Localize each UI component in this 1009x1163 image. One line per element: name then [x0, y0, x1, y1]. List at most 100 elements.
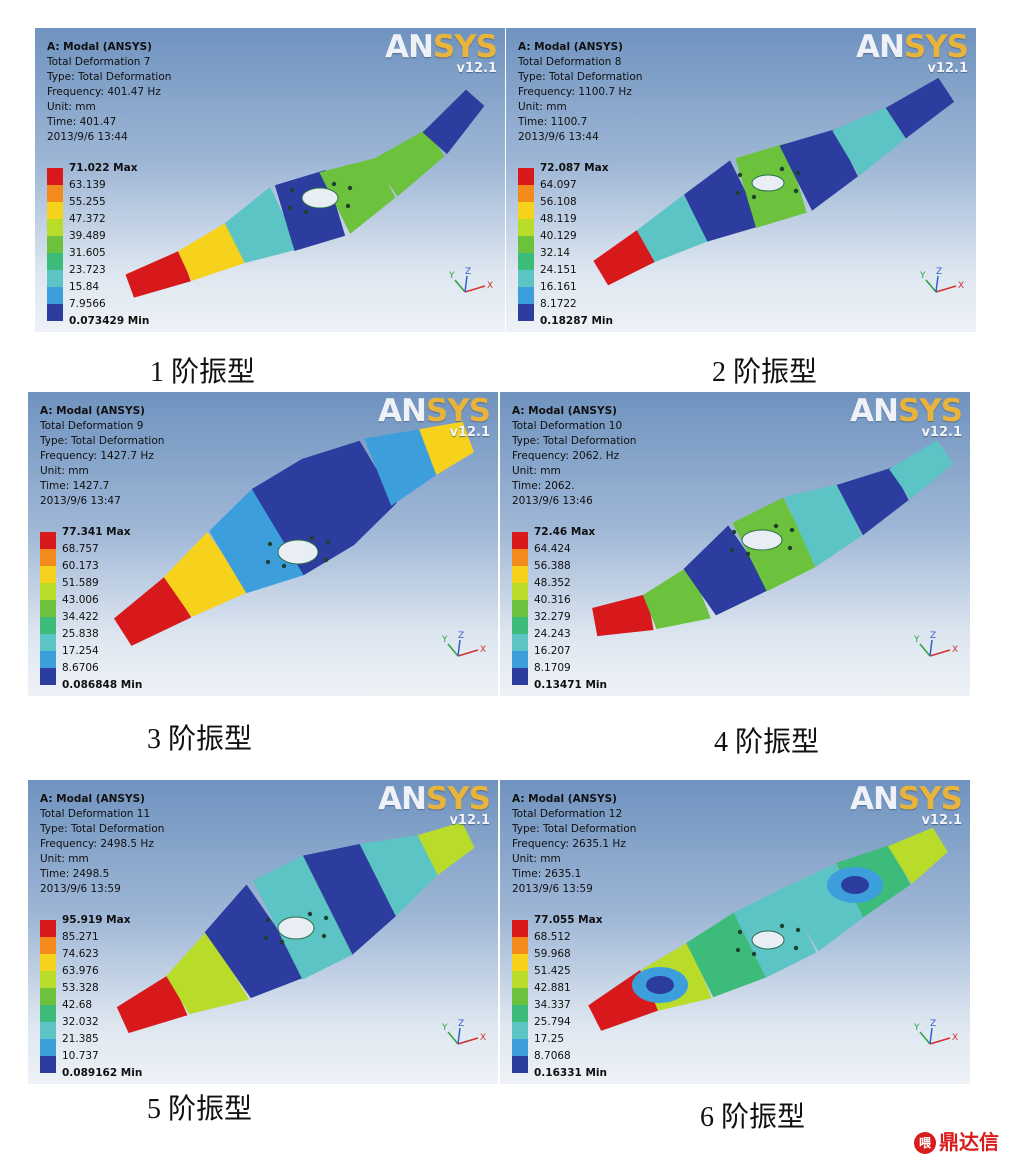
result-info-line: Total Deformation 8 [518, 56, 622, 68]
result-info-line: Unit: mm [512, 853, 561, 865]
legend-value-label: 53.328 [62, 982, 99, 994]
legend-value-label: 39.489 [69, 230, 106, 242]
legend-swatch [40, 583, 56, 600]
mode-shape-panel-6: A: Modal (ANSYS) Total Deformation 12 Type… [500, 780, 970, 1084]
result-info-line: Type: Total Deformation [40, 823, 165, 835]
legend-value-label: 34.337 [534, 999, 571, 1011]
legend-value-label: 32.279 [534, 611, 571, 623]
legend-value-label: 63.139 [69, 179, 106, 191]
mode-shape-caption: 3 阶振型 [147, 724, 253, 755]
version-label: v12.1 [921, 425, 962, 440]
analysis-title: A: Modal (ANSYS) [512, 405, 617, 417]
axis-triad-icon: X Y Z [441, 1019, 486, 1045]
legend-value-label: 32.14 [540, 247, 571, 259]
deformed-model [116, 822, 475, 1034]
deformed-model [114, 421, 474, 646]
legend-min-label: 0.13471 Min [534, 679, 608, 691]
legend-swatch [512, 988, 528, 1005]
legend-value-label: 8.6706 [62, 662, 99, 674]
mode-shape-caption: 4 阶振型 [714, 727, 820, 758]
axis-label-z: Z [936, 267, 942, 277]
result-info-line: Total Deformation 11 [40, 808, 151, 820]
result-info-line: 2013/9/6 13:47 [40, 495, 121, 507]
legend-swatch [47, 202, 63, 219]
legend-swatch [40, 549, 56, 566]
legend-value-label: 47.372 [69, 213, 106, 225]
legend-swatch [512, 549, 528, 566]
result-info-line: Frequency: 1427.7 Hz [40, 450, 154, 462]
legend-value-label: 8.7068 [534, 1050, 571, 1062]
legend-value-label: 42.68 [62, 999, 93, 1011]
legend-swatch [40, 634, 56, 651]
logo-text-accent: SYS [425, 781, 491, 817]
legend-swatch [47, 304, 63, 321]
result-info: A: Modal (ANSYS) Total Deformation 8 Type:… [518, 40, 642, 145]
legend-value-label: 8.1709 [534, 662, 571, 674]
legend-swatch [40, 971, 56, 988]
mode-shape-panel-5: A: Modal (ANSYS) Total Deformation 11 Type… [28, 780, 498, 1084]
result-info: A: Modal (ANSYS) Total Deformation 9 Type:… [40, 404, 164, 509]
result-info-line: Frequency: 2635.1 Hz [512, 838, 626, 850]
legend-value-label: 51.425 [534, 965, 571, 977]
legend-max-label: 72.46 Max [534, 526, 596, 538]
axis-label-x: X [480, 645, 486, 655]
legend-swatch [47, 219, 63, 236]
result-info-line: Frequency: 2498.5 Hz [40, 838, 154, 850]
logo-text: AN [849, 393, 899, 429]
legend-swatch [518, 236, 534, 253]
version-label: v12.1 [927, 61, 968, 76]
axis-label-z: Z [458, 631, 464, 641]
legend-value-label: 24.243 [534, 628, 571, 640]
legend-swatch [512, 668, 528, 685]
analysis-title: A: Modal (ANSYS) [518, 41, 623, 53]
legend-swatch [512, 1022, 528, 1039]
result-info-line: Frequency: 2062. Hz [512, 450, 620, 462]
result-info-line: 2013/9/6 13:59 [40, 883, 121, 895]
legend-value-label: 25.794 [534, 1016, 571, 1028]
analysis-title: A: Modal (ANSYS) [40, 405, 145, 417]
legend-value-label: 48.352 [534, 577, 571, 589]
legend-swatch [47, 287, 63, 304]
axis-label-y: Y [913, 635, 920, 645]
legend-swatch [512, 651, 528, 668]
legend-value-label: 16.161 [540, 281, 577, 293]
version-label: v12.1 [449, 813, 490, 828]
result-info-line: Unit: mm [512, 465, 561, 477]
legend-max-label: 77.055 Max [534, 914, 603, 926]
legend-swatch [40, 600, 56, 617]
axis-label-x: X [952, 645, 958, 655]
result-info-line: Unit: mm [40, 465, 89, 477]
legend-swatch [512, 617, 528, 634]
legend-swatch [40, 651, 56, 668]
axis-label-y: Y [441, 1023, 448, 1033]
legend-swatch [518, 185, 534, 202]
legend-swatch [512, 583, 528, 600]
legend-value-label: 48.119 [540, 213, 577, 225]
legend-value-label: 16.207 [534, 645, 571, 657]
logo-text-accent: SYS [903, 29, 969, 65]
legend-value-label: 21.385 [62, 1033, 99, 1045]
result-info-line: Frequency: 1100.7 Hz [518, 86, 632, 98]
legend-min-label: 0.086848 Min [62, 679, 143, 691]
legend-max-label: 95.919 Max [62, 914, 131, 926]
ansys-logo: ANSYS v12.1 [385, 31, 498, 76]
logo-text: AN [377, 781, 427, 817]
ansys-logo: ANSYS v12.1 [856, 29, 969, 76]
result-info-line: Frequency: 401.47 Hz [47, 86, 161, 98]
result-info-line: Time: 1427.7 [40, 480, 110, 492]
axis-triad-icon: X Y Z [919, 267, 964, 293]
legend-value-label: 68.757 [62, 543, 99, 555]
legend-value-label: 34.422 [62, 611, 99, 623]
version-label: v12.1 [449, 425, 490, 440]
legend-swatch [40, 1039, 56, 1056]
legend-max-label: 77.341 Max [62, 526, 131, 538]
axis-label-y: Y [441, 635, 448, 645]
legend-value-label: 43.006 [62, 594, 99, 606]
legend-min-label: 0.18287 Min [540, 315, 614, 327]
result-info-line: Time: 2062. [512, 480, 575, 492]
axis-label-y: Y [919, 271, 926, 281]
result-info-line: 2013/9/6 13:59 [512, 883, 593, 895]
axis-triad-icon: X Y Z [913, 631, 958, 657]
result-info-line: Total Deformation 9 [40, 420, 144, 432]
legend-value-label: 51.589 [62, 577, 99, 589]
